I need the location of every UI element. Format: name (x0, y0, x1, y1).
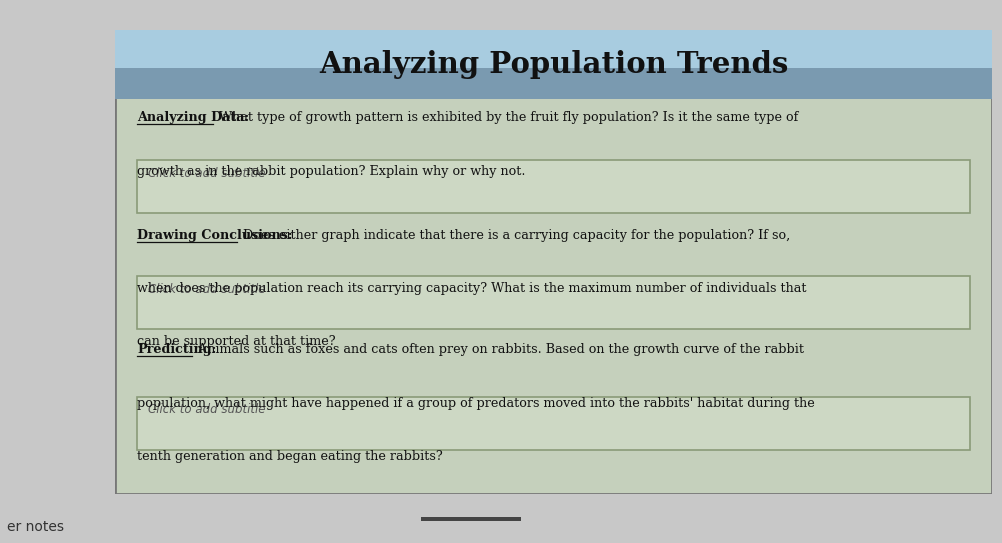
Text: Predicting:: Predicting: (137, 343, 216, 356)
Text: er notes: er notes (6, 520, 63, 534)
Text: population, what might have happened if a group of predators moved into the rabb: population, what might have happened if … (137, 396, 815, 409)
Text: when does the population reach its carrying capacity? What is the maximum number: when does the population reach its carry… (137, 282, 807, 295)
Text: Analyzing Data:: Analyzing Data: (137, 111, 249, 124)
FancyBboxPatch shape (137, 396, 970, 450)
FancyBboxPatch shape (137, 160, 970, 213)
Text: Click to add subtitle: Click to add subtitle (147, 283, 266, 296)
Text: growth as in the rabbit population? Explain why or why not.: growth as in the rabbit population? Expl… (137, 165, 526, 178)
Text: Analyzing Population Trends: Analyzing Population Trends (319, 50, 789, 79)
FancyBboxPatch shape (421, 517, 521, 521)
Text: can be supported at that time?: can be supported at that time? (137, 336, 336, 349)
FancyBboxPatch shape (115, 30, 992, 68)
FancyBboxPatch shape (115, 30, 992, 99)
Text: Animals such as foxes and cats often prey on rabbits. Based on the growth curve : Animals such as foxes and cats often pre… (193, 343, 804, 356)
Text: Click to add subtitle: Click to add subtitle (147, 403, 266, 416)
Text: What type of growth pattern is exhibited by the fruit fly population? Is it the : What type of growth pattern is exhibited… (215, 111, 799, 124)
FancyBboxPatch shape (115, 30, 992, 494)
Text: tenth generation and began eating the rabbits?: tenth generation and began eating the ra… (137, 450, 443, 463)
Text: Click to add subtitle: Click to add subtitle (147, 167, 266, 180)
Text: Does either graph indicate that there is a carrying capacity for the population?: Does either graph indicate that there is… (238, 229, 791, 242)
FancyBboxPatch shape (137, 276, 970, 329)
Text: Drawing Conclusions:: Drawing Conclusions: (137, 229, 293, 242)
